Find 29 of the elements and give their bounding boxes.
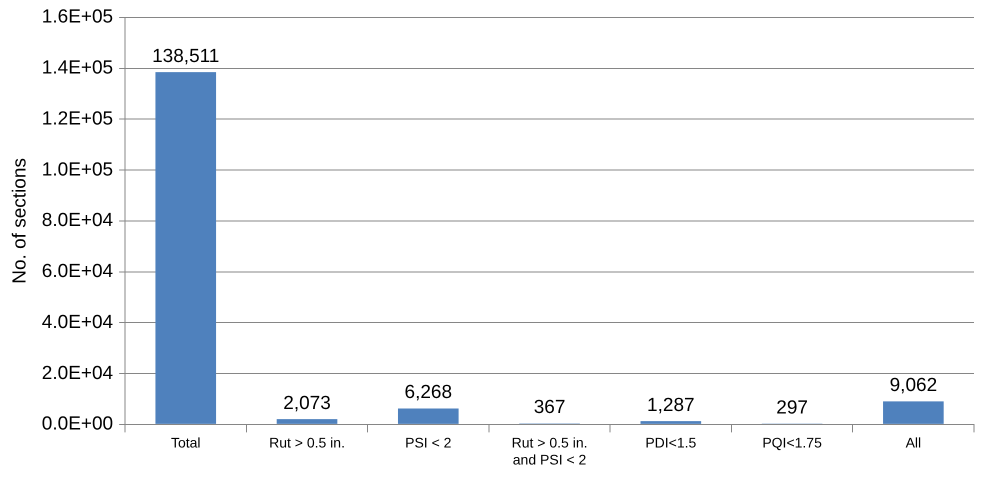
x-tick-label: Rut > 0.5 in. bbox=[269, 434, 345, 451]
data-label: 2,073 bbox=[283, 392, 331, 414]
y-tick-label: 1.4E+05 bbox=[42, 58, 114, 79]
x-tick-label: PDI<1.5 bbox=[645, 434, 697, 451]
y-tick-label: 2.0E+04 bbox=[42, 362, 114, 384]
x-tick-label: PSI < 2 bbox=[405, 434, 452, 451]
y-tick-label: 6.0E+04 bbox=[42, 261, 114, 282]
data-label: 1,287 bbox=[647, 394, 695, 416]
data-label: 297 bbox=[776, 397, 808, 418]
y-tick-label: 1.2E+05 bbox=[42, 108, 114, 130]
bar bbox=[155, 72, 216, 424]
y-axis-title: No. of sections bbox=[10, 158, 31, 284]
bar bbox=[883, 401, 944, 424]
y-tick-label: 0.0E+00 bbox=[42, 414, 114, 435]
y-tick-label: 8.0E+04 bbox=[42, 210, 114, 232]
bar bbox=[276, 419, 338, 424]
x-tick-label: PQI<1.75 bbox=[762, 434, 822, 451]
y-tick-label: 1.0E+05 bbox=[42, 159, 114, 180]
x-tick-label: All bbox=[906, 434, 922, 451]
data-label: 138,511 bbox=[152, 46, 220, 67]
y-tick-label: 4.0E+04 bbox=[42, 312, 114, 333]
bar bbox=[398, 408, 459, 424]
bar bbox=[640, 421, 702, 424]
x-tick-label: Total bbox=[170, 434, 201, 451]
data-label: 367 bbox=[534, 397, 566, 418]
data-label: 6,268 bbox=[404, 382, 452, 404]
data-label: 9,062 bbox=[890, 375, 938, 396]
x-tick-label: Rut > 0.5 in. and PSI < 2 bbox=[512, 434, 588, 468]
y-tick-label: 1.6E+05 bbox=[42, 6, 114, 28]
